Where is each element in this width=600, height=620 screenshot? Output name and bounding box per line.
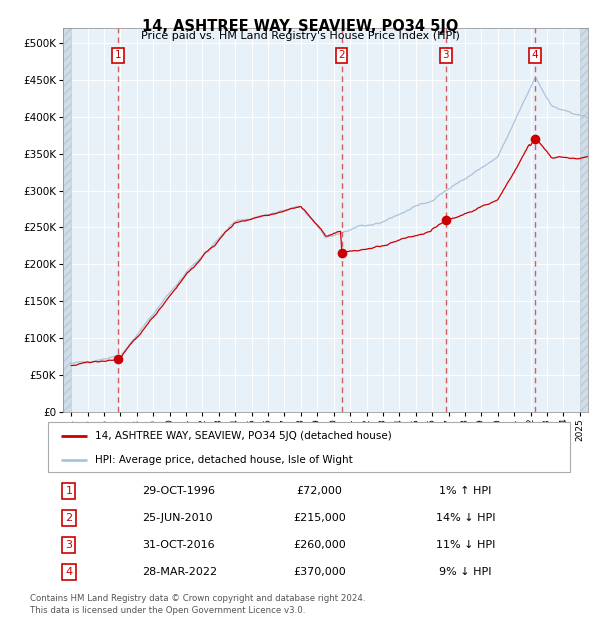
Text: 31-OCT-2016: 31-OCT-2016	[142, 540, 215, 550]
Text: 1: 1	[65, 486, 73, 496]
Text: 1: 1	[115, 50, 121, 60]
Text: 1% ↑ HPI: 1% ↑ HPI	[439, 486, 492, 496]
Text: Price paid vs. HM Land Registry's House Price Index (HPI): Price paid vs. HM Land Registry's House …	[140, 31, 460, 41]
Text: Contains HM Land Registry data © Crown copyright and database right 2024.: Contains HM Land Registry data © Crown c…	[30, 594, 365, 603]
Text: 2: 2	[338, 50, 345, 60]
Text: 3: 3	[65, 540, 73, 550]
Text: £370,000: £370,000	[293, 567, 346, 577]
Text: 28-MAR-2022: 28-MAR-2022	[142, 567, 217, 577]
Text: 9% ↓ HPI: 9% ↓ HPI	[439, 567, 492, 577]
Bar	[580, 28, 588, 412]
Text: 3: 3	[442, 50, 449, 60]
Text: 14, ASHTREE WAY, SEAVIEW, PO34 5JQ: 14, ASHTREE WAY, SEAVIEW, PO34 5JQ	[142, 19, 458, 33]
Text: This data is licensed under the Open Government Licence v3.0.: This data is licensed under the Open Gov…	[30, 606, 305, 616]
Text: 29-OCT-1996: 29-OCT-1996	[142, 486, 215, 496]
Text: 4: 4	[65, 567, 73, 577]
Text: 2: 2	[65, 513, 73, 523]
Text: 25-JUN-2010: 25-JUN-2010	[142, 513, 212, 523]
Text: 14% ↓ HPI: 14% ↓ HPI	[436, 513, 496, 523]
Text: 11% ↓ HPI: 11% ↓ HPI	[436, 540, 495, 550]
Text: 14, ASHTREE WAY, SEAVIEW, PO34 5JQ (detached house): 14, ASHTREE WAY, SEAVIEW, PO34 5JQ (deta…	[95, 431, 392, 441]
Text: HPI: Average price, detached house, Isle of Wight: HPI: Average price, detached house, Isle…	[95, 454, 353, 465]
Text: 4: 4	[532, 50, 538, 60]
Text: £260,000: £260,000	[293, 540, 346, 550]
Text: £72,000: £72,000	[296, 486, 343, 496]
Text: £215,000: £215,000	[293, 513, 346, 523]
Bar	[63, 28, 71, 412]
